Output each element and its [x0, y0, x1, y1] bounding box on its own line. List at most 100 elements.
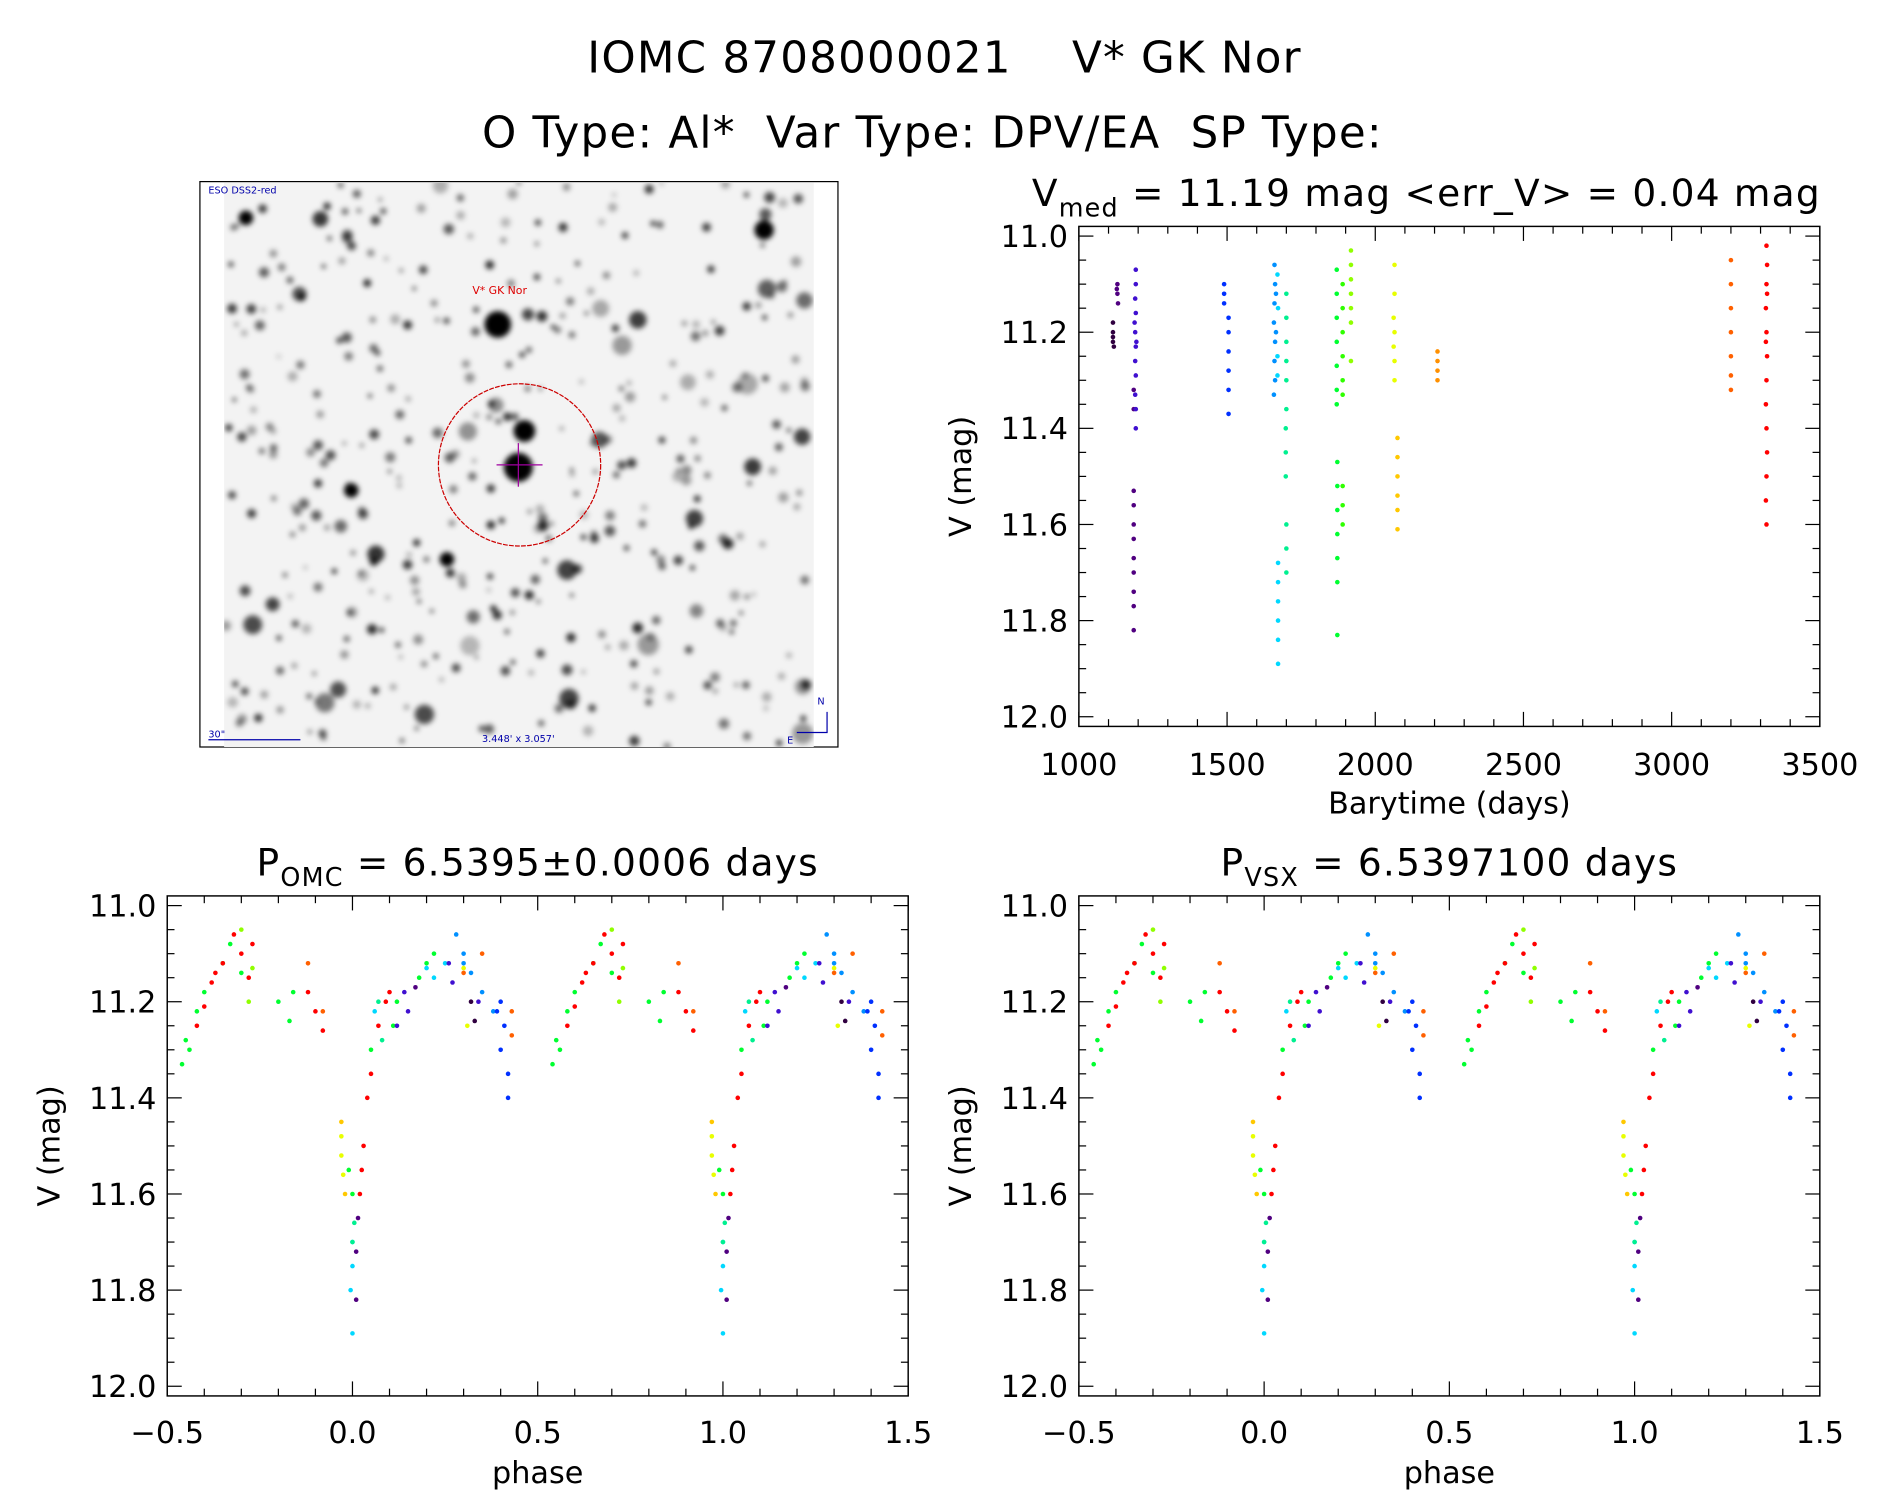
- data-point: [1272, 1143, 1278, 1149]
- data-point: [1791, 1009, 1797, 1014]
- star: [665, 692, 675, 701]
- star: [369, 589, 374, 594]
- data-point: [1728, 353, 1734, 359]
- data-point: [446, 960, 452, 966]
- data-point: [794, 965, 800, 971]
- data-point: [1340, 305, 1345, 311]
- data-point: [1091, 1061, 1097, 1067]
- data-point: [413, 985, 418, 990]
- data-point: [1334, 315, 1340, 321]
- star: [776, 739, 783, 747]
- data-point: [1521, 970, 1526, 976]
- star: [662, 395, 667, 400]
- data-point: [1358, 960, 1363, 966]
- data-point: [1132, 392, 1138, 397]
- data-point: [1621, 1119, 1626, 1125]
- data-point: [1706, 960, 1711, 966]
- data-point: [1780, 999, 1786, 1005]
- star: [763, 705, 769, 712]
- data-point: [1226, 315, 1231, 321]
- data-point: [1340, 353, 1345, 359]
- data-point: [772, 989, 778, 995]
- data-point: [1280, 1071, 1285, 1077]
- star: [395, 641, 401, 648]
- star: [793, 193, 804, 204]
- data-point: [424, 960, 429, 966]
- data-point: [1348, 320, 1354, 325]
- star: [409, 575, 420, 586]
- data-point: [239, 970, 244, 976]
- data-point: [1283, 474, 1289, 479]
- data-point: [1724, 960, 1730, 966]
- data-point: [1250, 1119, 1256, 1125]
- star: [277, 263, 286, 272]
- data-point: [1743, 965, 1749, 971]
- data-point: [1647, 1095, 1652, 1101]
- star: [239, 585, 251, 597]
- x-tick-label: −0.5: [130, 1416, 203, 1451]
- data-point: [1133, 406, 1139, 412]
- data-point: [746, 1023, 752, 1029]
- data-point: [724, 1249, 729, 1254]
- star: [558, 222, 568, 233]
- star: [579, 379, 584, 385]
- star: [507, 188, 518, 200]
- data-point: [713, 1191, 718, 1197]
- data-point: [1161, 941, 1167, 947]
- star: [681, 465, 692, 476]
- star: [376, 365, 384, 372]
- star: [700, 398, 709, 407]
- data-point: [472, 1018, 478, 1024]
- star: [718, 534, 729, 544]
- data-point: [1232, 1009, 1237, 1014]
- data-point: [1252, 1172, 1258, 1178]
- data-point: [1284, 358, 1289, 364]
- data-point: [387, 989, 392, 995]
- data-point: [711, 1172, 716, 1178]
- star: [234, 322, 239, 327]
- data-point: [1695, 985, 1700, 990]
- star: [569, 593, 574, 598]
- star: [527, 509, 533, 515]
- data-point: [1372, 960, 1378, 966]
- data-point: [390, 1023, 396, 1029]
- data-point: [1348, 305, 1354, 311]
- star: [557, 560, 577, 580]
- data-point: [1226, 411, 1231, 417]
- data-points: [1110, 243, 1770, 667]
- star: [580, 534, 587, 540]
- data-point: [739, 1071, 744, 1077]
- y-tick-label: 11.4: [1001, 1082, 1068, 1117]
- data-point: [1384, 1018, 1389, 1024]
- star: [484, 311, 512, 338]
- star: [316, 410, 324, 419]
- star: [404, 704, 409, 710]
- star: [430, 299, 438, 307]
- data-points: [1091, 927, 1797, 1336]
- star: [778, 198, 788, 208]
- star: [327, 236, 332, 241]
- star: [416, 203, 426, 213]
- data-point: [1284, 315, 1289, 321]
- star: [241, 329, 248, 337]
- star: [658, 562, 666, 571]
- star: [796, 489, 803, 496]
- east-label: E: [787, 735, 793, 746]
- data-point: [1115, 291, 1120, 297]
- star: [608, 202, 618, 212]
- star: [504, 629, 510, 635]
- data-point: [718, 1287, 724, 1293]
- data-point: [1676, 999, 1682, 1005]
- star: [618, 385, 625, 392]
- data-point: [1334, 291, 1340, 297]
- star: [356, 208, 361, 213]
- data-point: [1131, 589, 1137, 595]
- star: [414, 726, 419, 731]
- star: [254, 320, 265, 331]
- data-point: [728, 1191, 733, 1197]
- data-point: [1259, 1287, 1265, 1293]
- data-point: [1275, 560, 1281, 566]
- star: [359, 571, 364, 576]
- star: [276, 354, 281, 359]
- data-point: [835, 1023, 841, 1029]
